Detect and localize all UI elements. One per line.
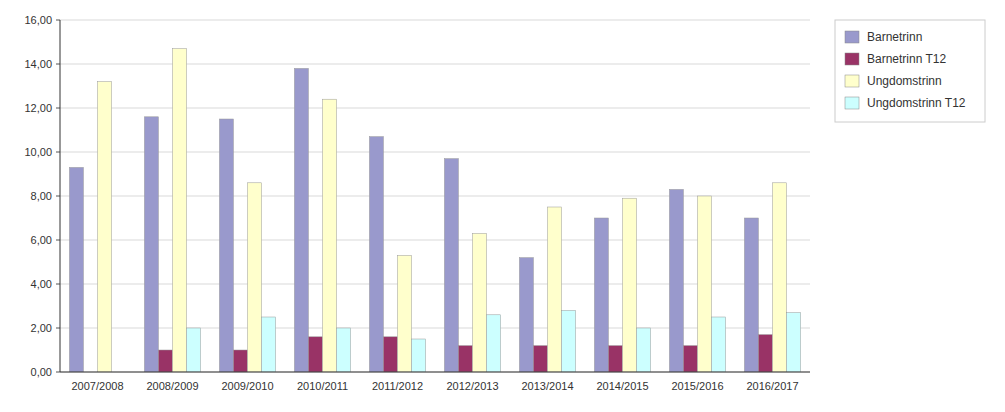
grid-line bbox=[60, 372, 810, 373]
axes bbox=[60, 20, 810, 372]
chart-svg: 0,00 2,00 4,00 6,00 8,00 10,00 12,00 14,00 16,00… bbox=[0, 0, 1005, 412]
x-tick-label: 2016/2017 bbox=[747, 380, 799, 392]
bar bbox=[773, 183, 787, 372]
x-tick-label: 2011/2012 bbox=[372, 380, 423, 392]
y-tick-label: 8,00 bbox=[31, 190, 52, 202]
bar bbox=[669, 189, 683, 372]
legend-label: Barnetrinn T12 bbox=[867, 52, 946, 66]
legend-label: Barnetrinn bbox=[867, 30, 922, 44]
bar bbox=[519, 258, 533, 372]
y-tick bbox=[56, 152, 60, 153]
y-tick bbox=[56, 108, 60, 109]
bar bbox=[548, 207, 562, 372]
y-tick bbox=[56, 64, 60, 65]
legend-frame bbox=[835, 20, 985, 122]
bar bbox=[248, 183, 262, 372]
y-tick-label: 16,00 bbox=[24, 14, 52, 26]
bar bbox=[187, 328, 201, 372]
bar bbox=[712, 317, 726, 372]
bar bbox=[308, 337, 322, 372]
x-tick-label: 2012/2013 bbox=[447, 380, 499, 392]
legend-label: Ungdomstrinn T12 bbox=[867, 96, 966, 110]
bar bbox=[173, 49, 187, 372]
bar bbox=[144, 117, 158, 372]
bar bbox=[787, 313, 801, 372]
legend: Barnetrinn Barnetrinn T12 Ungdomstrinn Ungd… bbox=[835, 20, 985, 122]
legend-swatch bbox=[845, 97, 859, 109]
x-tick-label: 2014/2015 bbox=[597, 380, 649, 392]
bar bbox=[158, 350, 172, 372]
x-axis-line bbox=[60, 372, 810, 373]
bar bbox=[398, 255, 412, 372]
y-tick bbox=[56, 196, 60, 197]
grid bbox=[60, 20, 810, 372]
y-axis-line bbox=[60, 20, 61, 372]
bars bbox=[69, 49, 800, 372]
y-tick-label: 12,00 bbox=[24, 102, 52, 114]
bar bbox=[487, 315, 501, 372]
bar bbox=[608, 346, 622, 372]
x-tick-label: 2009/2010 bbox=[222, 380, 274, 392]
y-tick bbox=[56, 284, 60, 285]
x-tick-label: 2015/2016 bbox=[672, 380, 724, 392]
bar bbox=[744, 218, 758, 372]
bar bbox=[412, 339, 426, 372]
bar bbox=[623, 198, 637, 372]
bar bbox=[562, 310, 576, 372]
y-tick-label: 6,00 bbox=[31, 234, 52, 246]
bar bbox=[337, 328, 351, 372]
x-tick-label: 2007/2008 bbox=[72, 380, 124, 392]
bar bbox=[323, 99, 337, 372]
bar bbox=[294, 68, 308, 372]
y-tick-label: 0,00 bbox=[31, 366, 52, 378]
bar bbox=[698, 196, 712, 372]
y-tick-label: 4,00 bbox=[31, 278, 52, 290]
bar bbox=[233, 350, 247, 372]
bar bbox=[69, 167, 83, 372]
bar bbox=[458, 346, 472, 372]
bar bbox=[219, 119, 233, 372]
legend-swatch bbox=[845, 75, 859, 87]
bar bbox=[383, 337, 397, 372]
y-tick-label: 10,00 bbox=[24, 146, 52, 158]
y-axis-ticks: 0,00 2,00 4,00 6,00 8,00 10,00 12,00 14,00 16,00 bbox=[24, 14, 60, 378]
x-axis-ticks: 2007/2008 2008/2009 2009/2010 2010/2011 2011… bbox=[72, 380, 799, 392]
bar bbox=[683, 346, 697, 372]
bar bbox=[444, 159, 458, 372]
bar bbox=[369, 137, 383, 372]
y-tick bbox=[56, 20, 60, 21]
legend-label: Ungdomstrinn bbox=[867, 74, 942, 88]
bar bbox=[758, 335, 772, 372]
y-tick-label: 2,00 bbox=[31, 322, 52, 334]
bar bbox=[473, 233, 487, 372]
y-tick bbox=[56, 372, 60, 373]
chart-container: 0,00 2,00 4,00 6,00 8,00 10,00 12,00 14,00 16,00… bbox=[0, 0, 1005, 412]
bar bbox=[262, 317, 276, 372]
x-tick-label: 2010/2011 bbox=[297, 380, 348, 392]
y-tick bbox=[56, 240, 60, 241]
x-tick-label: 2013/2014 bbox=[522, 380, 574, 392]
bar bbox=[533, 346, 547, 372]
legend-swatch bbox=[845, 53, 859, 65]
bar bbox=[98, 82, 112, 372]
grid-line bbox=[60, 20, 810, 21]
x-tick-label: 2008/2009 bbox=[147, 380, 199, 392]
y-tick bbox=[56, 328, 60, 329]
bar bbox=[594, 218, 608, 372]
y-tick-label: 14,00 bbox=[24, 58, 52, 70]
legend-swatch bbox=[845, 31, 859, 43]
bar bbox=[637, 328, 651, 372]
